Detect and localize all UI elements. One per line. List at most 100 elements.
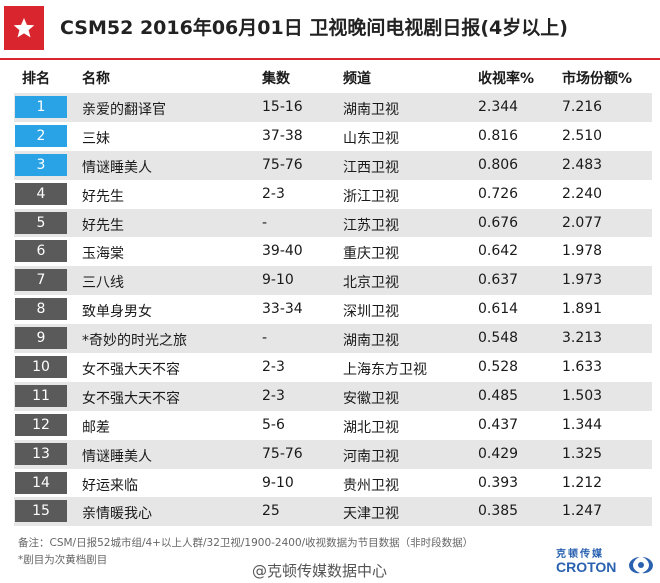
header-divider bbox=[0, 58, 660, 60]
report-title: CSM52 2016年06月01日 卫视晚间电视剧日报(4岁以上) bbox=[60, 17, 568, 39]
rating-value: 0.393 bbox=[478, 474, 519, 491]
episodes: 2-3 bbox=[262, 387, 285, 404]
rating-value: 0.485 bbox=[478, 387, 519, 404]
program-name: 致单身男女 bbox=[82, 304, 152, 321]
rank-badge: 14 bbox=[15, 471, 67, 494]
rank-badge: 12 bbox=[15, 413, 67, 436]
program-name: 情谜睡美人 bbox=[82, 448, 152, 465]
rating-value: 0.642 bbox=[478, 243, 519, 260]
rating-value: 2.344 bbox=[478, 99, 519, 115]
share-value: 1.212 bbox=[562, 474, 603, 491]
brand-en-label: CROTON bbox=[556, 559, 617, 575]
program-name: 玉海棠 bbox=[82, 246, 124, 263]
channel: 江西卫视 bbox=[343, 159, 399, 176]
episodes: 75-76 bbox=[262, 156, 303, 173]
share-value: 1.247 bbox=[562, 503, 603, 520]
table-row: 8 致单身男女 33-34 深圳卫视 0.614 1.891 bbox=[14, 295, 652, 325]
star-icon bbox=[13, 18, 35, 38]
episodes: 9-10 bbox=[262, 272, 294, 289]
col-rating-header: 收视率% bbox=[478, 71, 535, 87]
footnote-source: 备注：CSM/日报52城市组/4+以上人群/32卫视/1900-2400/收视数… bbox=[18, 537, 474, 549]
table-row: 4 好先生 2-3 浙江卫视 0.726 2.240 bbox=[14, 179, 652, 209]
table-row: 3 情谜睡美人 75-76 江西卫视 0.806 2.483 bbox=[14, 150, 652, 180]
rating-value: 0.548 bbox=[478, 330, 519, 347]
program-name: *奇妙的时光之旅 bbox=[82, 333, 187, 350]
table-row: 5 好先生 - 江苏卫视 0.676 2.077 bbox=[14, 208, 652, 238]
channel: 贵州卫视 bbox=[343, 477, 399, 494]
share-value: 7.216 bbox=[562, 99, 603, 115]
croton-logo-icon bbox=[629, 557, 653, 574]
rank-badge: 8 bbox=[15, 298, 67, 321]
rating-value: 0.528 bbox=[478, 359, 519, 376]
share-value: 2.077 bbox=[562, 214, 603, 231]
report-header: CSM52 2016年06月01日 卫视晚间电视剧日报(4岁以上) bbox=[0, 0, 660, 58]
share-value: 1.325 bbox=[562, 445, 603, 462]
rating-value: 0.429 bbox=[478, 445, 519, 462]
rank-badge: 6 bbox=[15, 240, 67, 263]
table-row: 10 女不强大天不容 2-3 上海东方卫视 0.528 1.633 bbox=[14, 353, 652, 382]
share-value: 2.510 bbox=[562, 127, 603, 144]
channel: 北京卫视 bbox=[343, 275, 399, 292]
ratings-table-body: 1 亲爱的翻译官 15-16 湖南卫视 2.344 7.216 2 三妹 37-38 山东卫视 0.… bbox=[14, 93, 652, 527]
rating-value: 0.385 bbox=[478, 503, 519, 520]
share-value: 3.213 bbox=[562, 330, 603, 347]
episodes: 5-6 bbox=[262, 416, 285, 433]
channel: 山东卫视 bbox=[343, 130, 399, 147]
table-row: 14 好运来临 9-10 贵州卫视 0.393 1.212 bbox=[14, 468, 652, 498]
footnotes: 备注：CSM/日报52城市组/4+以上人群/32卫视/1900-2400/收视数… bbox=[18, 535, 473, 569]
star-badge bbox=[4, 6, 44, 50]
share-value: 1.891 bbox=[562, 301, 603, 318]
rating-value: 0.614 bbox=[478, 301, 519, 318]
program-name: 好先生 bbox=[82, 217, 124, 234]
share-value: 2.483 bbox=[562, 156, 603, 173]
table-row: 2 三妹 37-38 山东卫视 0.816 2.510 bbox=[14, 121, 652, 151]
program-name: 女不强大天不容 bbox=[82, 362, 180, 379]
rank-badge: 15 bbox=[15, 500, 67, 523]
share-value: 1.633 bbox=[562, 359, 603, 376]
col-rank-header: 排名 bbox=[22, 71, 50, 87]
channel: 湖南卫视 bbox=[343, 102, 399, 118]
program-name: 邮差 bbox=[82, 419, 110, 436]
col-episodes-header: 集数 bbox=[262, 71, 290, 87]
episodes: 33-34 bbox=[262, 301, 303, 318]
rank-badge: 11 bbox=[15, 384, 67, 407]
channel: 安徽卫视 bbox=[343, 390, 399, 407]
program-name: 三八线 bbox=[82, 275, 124, 292]
rank-badge: 4 bbox=[15, 182, 67, 205]
brand-cn-label: 克顿传媒 bbox=[556, 549, 604, 560]
program-name: 女不强大天不容 bbox=[82, 390, 180, 407]
channel: 重庆卫视 bbox=[343, 246, 399, 263]
rank-badge: 7 bbox=[15, 269, 67, 292]
col-name-header: 名称 bbox=[82, 71, 110, 87]
table-row: 12 邮差 5-6 湖北卫视 0.437 1.344 bbox=[14, 410, 652, 440]
table-header: 排名 名称 集数 频道 收视率% 市场份额% bbox=[0, 62, 660, 90]
table-row: 13 情谜睡美人 75-76 河南卫视 0.429 1.325 bbox=[14, 439, 652, 469]
share-value: 1.344 bbox=[562, 416, 603, 433]
episodes: 37-38 bbox=[262, 127, 303, 144]
channel: 河南卫视 bbox=[343, 448, 399, 465]
share-value: 1.973 bbox=[562, 272, 603, 289]
channel: 湖北卫视 bbox=[343, 419, 399, 436]
weibo-watermark: @克顿传媒数据中心 bbox=[252, 562, 388, 580]
channel: 湖南卫视 bbox=[343, 333, 399, 350]
share-value: 2.240 bbox=[562, 185, 603, 202]
rating-value: 0.726 bbox=[478, 185, 519, 202]
footnote-asterisk: *剧目为次黄档剧目 bbox=[18, 554, 108, 566]
table-row: 6 玉海棠 39-40 重庆卫视 0.642 1.978 bbox=[14, 237, 652, 267]
rank-badge: 3 bbox=[15, 153, 67, 176]
episodes: 9-10 bbox=[262, 474, 294, 491]
program-name: 好先生 bbox=[82, 188, 124, 205]
rank-badge: 13 bbox=[15, 442, 67, 465]
program-name: 亲爱的翻译官 bbox=[82, 102, 166, 118]
table-row: 15 亲情暖我心 25 天津卫视 0.385 1.247 bbox=[14, 497, 652, 527]
episodes: 2-3 bbox=[262, 359, 285, 376]
channel: 天津卫视 bbox=[343, 506, 399, 523]
croton-logo: 克顿传媒 CROTON bbox=[556, 545, 660, 581]
program-name: 三妹 bbox=[82, 130, 110, 147]
program-name: 情谜睡美人 bbox=[82, 159, 152, 176]
rating-value: 0.637 bbox=[478, 272, 519, 289]
table-row: 1 亲爱的翻译官 15-16 湖南卫视 2.344 7.216 bbox=[14, 93, 652, 122]
episodes: - bbox=[262, 330, 268, 347]
col-channel-header: 频道 bbox=[343, 71, 371, 87]
rank-badge: 9 bbox=[15, 327, 67, 350]
